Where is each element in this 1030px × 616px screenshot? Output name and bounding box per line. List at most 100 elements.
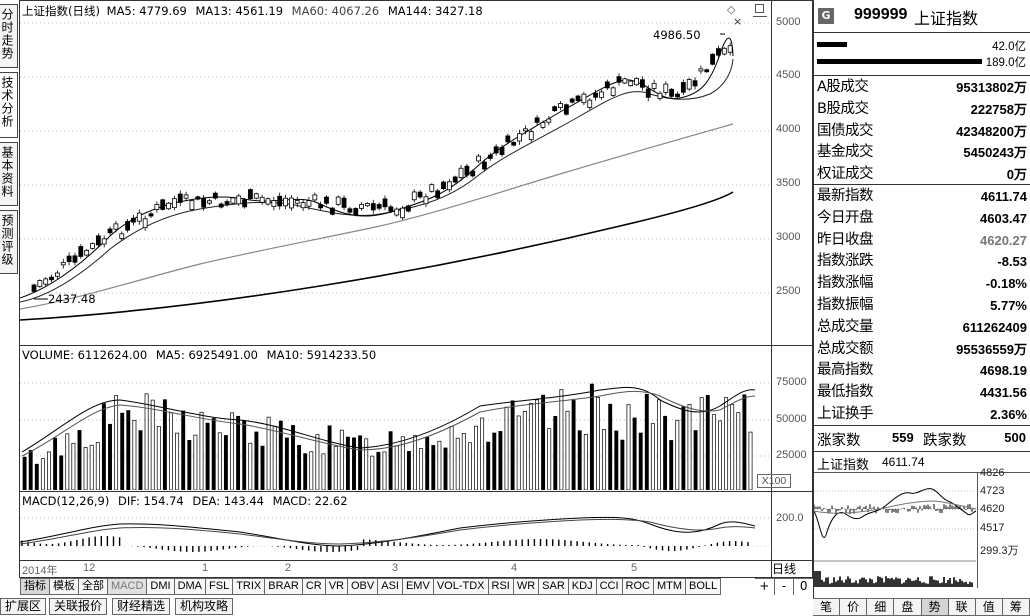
candle-body [470, 170, 476, 177]
stock-name: 上证指数 [914, 9, 979, 28]
candle-body [464, 165, 470, 176]
volume-bar [327, 425, 332, 490]
indicator-button-11[interactable]: OBV [348, 578, 379, 595]
candle-body [716, 48, 721, 56]
indicator-button-7[interactable]: TRIX [233, 578, 266, 595]
stat-label: 指数涨跌 [817, 253, 874, 270]
stat-value: 95536559万 [956, 341, 1027, 357]
period-label[interactable]: 日线 [771, 562, 796, 576]
candle-body [686, 79, 692, 90]
indicator-button-6[interactable]: FSL [206, 578, 234, 595]
indicator-button-3[interactable]: MACD [108, 578, 148, 595]
volume-bar [663, 415, 668, 490]
stat-value: -0.18% [985, 276, 1027, 292]
candle-body [171, 198, 177, 209]
indicator-button-12[interactable]: ASI [378, 578, 403, 595]
indicator-button-14[interactable]: VOL-TDX [433, 578, 489, 595]
stat-label: 最新指数 [817, 188, 874, 204]
minimize-bar-icon[interactable] [753, 16, 767, 17]
indicator-button-1[interactable]: 模板 [50, 578, 79, 595]
candle-body [72, 255, 78, 263]
indicator-button-13[interactable]: EMV [402, 578, 434, 595]
indicator-button-22[interactable]: BOLL [686, 578, 722, 595]
zoom-out-button[interactable]: - [775, 579, 795, 595]
volume-bar [376, 451, 381, 490]
zoom-in-button[interactable]: + [755, 579, 775, 595]
candle-body [78, 246, 84, 257]
volume-chart [20, 382, 770, 490]
quote-tab-0[interactable]: 笔 [813, 598, 841, 616]
stat-row: 总成交量 611262409 [814, 317, 1030, 338]
window-box-icon[interactable] [755, 4, 764, 13]
indicator-button-17[interactable]: SAR [539, 578, 569, 595]
indicator-button-4[interactable]: DMI [147, 578, 175, 595]
volume-bar [358, 435, 363, 490]
stat-value: -8.53 [997, 254, 1027, 270]
indicator-button-5[interactable]: DMA [174, 578, 207, 595]
quote-tab-4[interactable]: 势 [921, 598, 949, 616]
reset-zoom-button[interactable]: 0 [799, 579, 808, 593]
quote-tab-5[interactable]: 联 [948, 598, 976, 616]
volume-bar [504, 406, 509, 490]
candle-body [657, 92, 663, 99]
volume-bar [199, 411, 204, 490]
volume-bar [547, 428, 552, 490]
indicator-button-18[interactable]: KDJ [568, 578, 597, 595]
tab-extension-area[interactable]: 扩展区 [0, 598, 47, 615]
indicator-button-15[interactable]: RSI [488, 578, 514, 595]
volume-bar [205, 422, 210, 490]
indicator-button-20[interactable]: ROC [622, 578, 654, 595]
stat-row: 总成交额 95536559万 [814, 339, 1030, 360]
volume-bar [535, 399, 539, 490]
tab-basic-info[interactable]: 基本资料 [0, 142, 18, 206]
candle-body [487, 154, 493, 159]
price-volume-divider [19, 345, 813, 346]
volume-bar [321, 453, 326, 490]
indicator-button-9[interactable]: CR [302, 578, 326, 595]
stat-row: 权证成交 0万 [814, 164, 1030, 185]
candle-body [31, 284, 37, 292]
tab-forecast[interactable]: 预测评级 [0, 210, 18, 274]
stat-row: 指数涨跌 -8.53 [814, 251, 1030, 272]
tab-technical[interactable]: 技术分析 [0, 72, 18, 138]
quote-tab-6[interactable]: 值 [975, 598, 1003, 616]
tab-intraday[interactable]: 分时走势 [0, 4, 18, 68]
tab-finance-picks[interactable]: 财经精选 [112, 598, 171, 615]
quote-panel-tabs: 笔价细盘势联值筹 [813, 598, 1030, 616]
volume-bar [22, 456, 27, 490]
candle-body [540, 122, 546, 128]
volume-bar [626, 404, 631, 490]
volume-bar [59, 455, 64, 490]
quote-tab-7[interactable]: 筹 [1002, 598, 1030, 616]
quote-tab-2[interactable]: 细 [867, 598, 895, 616]
buy-volume-bar [817, 42, 847, 47]
volume-bar [431, 445, 436, 490]
volume-value: VOLUME: 6112624.00 [22, 348, 148, 362]
tab-institution-strategy[interactable]: 机构攻略 [175, 598, 234, 615]
volume-bar [486, 441, 491, 490]
mini-breadth-ticks [814, 504, 973, 514]
indicator-button-21[interactable]: MTM [653, 578, 687, 595]
indicator-button-16[interactable]: WR [513, 578, 540, 595]
indicator-button-8[interactable]: BRAR [265, 578, 303, 595]
quote-tab-3[interactable]: 盘 [894, 598, 922, 616]
candle-body [142, 218, 148, 229]
volume-bar [742, 394, 747, 490]
candle-body [195, 196, 201, 200]
indicator-button-19[interactable]: CCI [596, 578, 623, 595]
indicator-button-2[interactable]: 全部 [79, 578, 108, 595]
ma5-value: MA5: 4779.69 [106, 4, 187, 18]
indicator-button-10[interactable]: VR [325, 578, 348, 595]
candle-body [294, 200, 300, 204]
tab-related-quotes[interactable]: 关联报价 [49, 598, 108, 615]
candle-body [154, 204, 160, 210]
indicator-button-0[interactable]: 指标 [20, 578, 50, 595]
price-tick-3000: 3000 [776, 231, 801, 243]
ma60-line [20, 123, 734, 310]
quote-tab-1[interactable]: 价 [840, 598, 868, 616]
candle-body [259, 196, 265, 203]
x-axis-month-1: 1 [202, 562, 209, 574]
candle-body [552, 106, 558, 112]
volume-bar [577, 430, 582, 490]
volume-bar [71, 442, 76, 490]
